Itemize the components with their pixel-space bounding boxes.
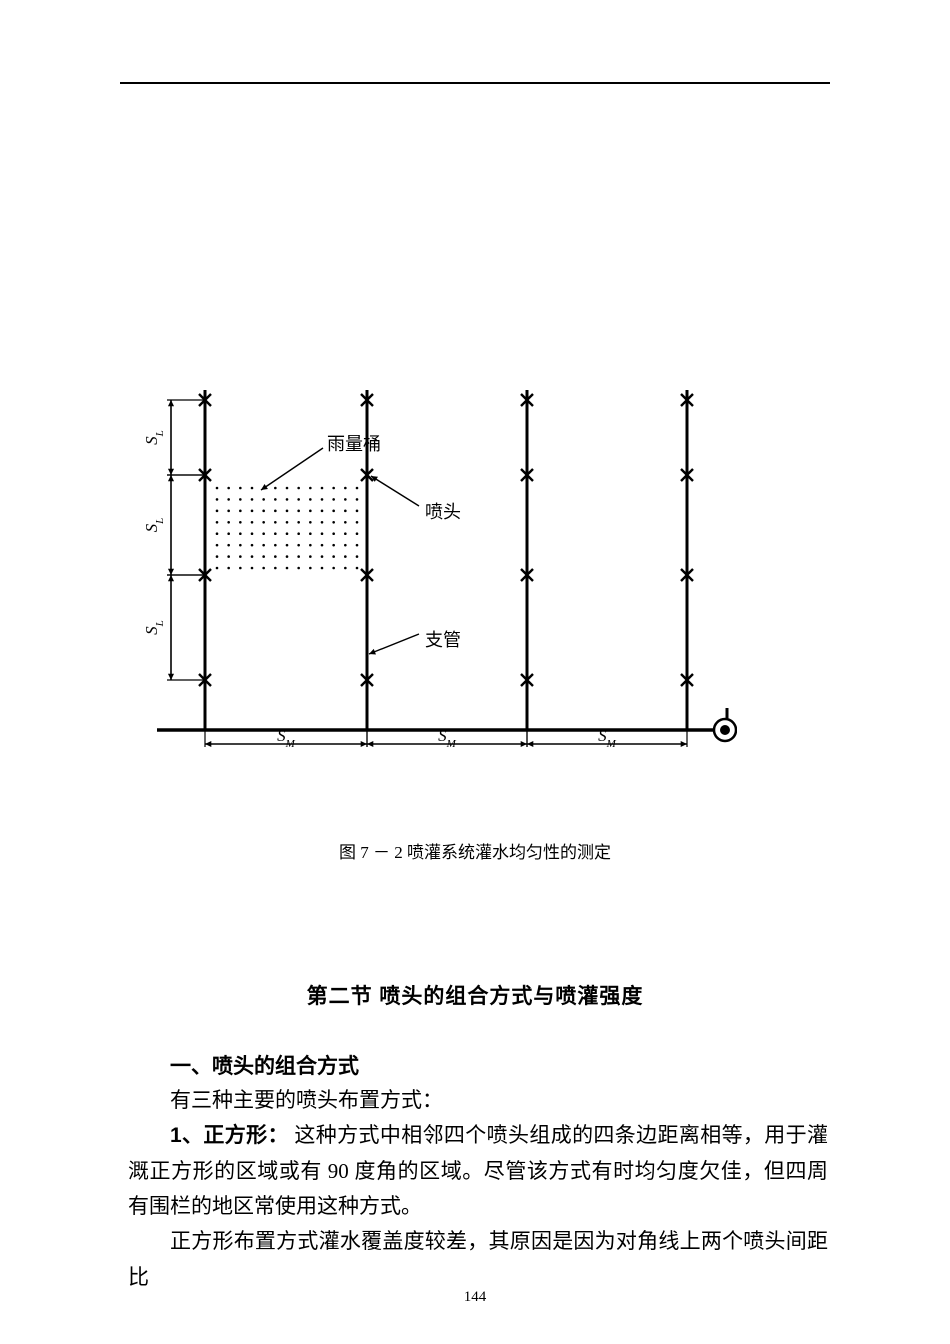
- figure-caption: 图 7 － 2 喷灌系统灌水均匀性的测定: [0, 838, 950, 863]
- figure-7-2: SLSLSLSMSMSM 雨量桶 喷头 支管: [127, 390, 737, 770]
- diagram-svg: SLSLSLSMSMSM: [127, 390, 737, 770]
- page: SLSLSLSMSMSM 雨量桶 喷头 支管 图 7 － 2 喷灌系统灌水均匀性…: [0, 0, 950, 1344]
- para2-lead: 1、正方形：: [170, 1124, 289, 1147]
- header-rule: [120, 82, 830, 84]
- paragraph-2: 1、正方形： 这种方式中相邻四个喷头组成的四条边距离相等，用于灌溉正方形的区域或…: [128, 1118, 828, 1225]
- paragraph-3: 正方形布置方式灌水覆盖度较差，其原因是因为对角线上两个喷头间距比: [128, 1224, 828, 1295]
- section-title: 第二节 喷头的组合方式与喷灌强度: [0, 980, 950, 1010]
- caption-text: 喷灌系统灌水均匀性的测定: [407, 843, 611, 862]
- svg-text:SL: SL: [142, 620, 166, 635]
- page-number: 144: [0, 1289, 950, 1306]
- caption-prefix: 图 7 － 2: [339, 843, 407, 862]
- label-sprinkler: 喷头: [425, 498, 461, 524]
- label-rain-bucket: 雨量桶: [327, 430, 381, 456]
- svg-text:SL: SL: [142, 430, 166, 445]
- paragraph-1: 有三种主要的喷头布置方式：: [128, 1083, 828, 1119]
- svg-text:SL: SL: [142, 518, 166, 533]
- label-lateral: 支管: [425, 626, 461, 652]
- subheading: 一、喷头的组合方式: [170, 1050, 359, 1080]
